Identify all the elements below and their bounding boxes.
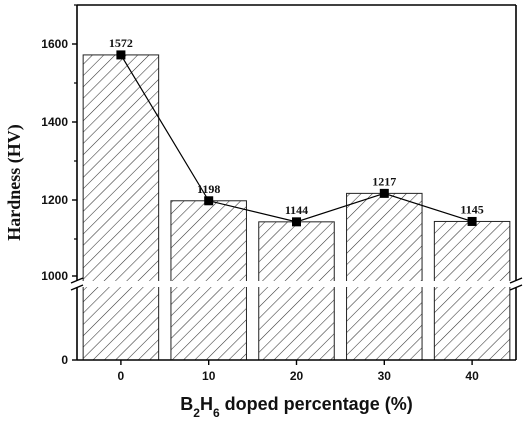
axis-break-gap	[69, 281, 524, 287]
data-point	[379, 188, 389, 198]
x-tick-label: 0	[118, 369, 125, 383]
data-point	[204, 196, 214, 206]
bar-0	[82, 54, 160, 361]
y-tick-label: 1600	[41, 37, 68, 51]
x-axis-title: B2H6 doped percentage (%)	[180, 394, 412, 420]
data-label: 1145	[460, 202, 483, 216]
bar-20	[258, 221, 335, 361]
data-label: 1144	[285, 203, 308, 217]
data-label: 1572	[109, 36, 133, 50]
y-tick-label: 1200	[41, 193, 68, 207]
y-tick-label: 0	[61, 353, 68, 367]
x-tick-label: 10	[202, 369, 216, 383]
data-label: 1217	[372, 174, 396, 188]
bar-40	[433, 220, 511, 361]
data-point	[292, 217, 301, 227]
x-tick-label: 30	[378, 369, 392, 383]
data-point	[116, 50, 126, 60]
x-tick-label: 40	[465, 369, 479, 383]
bar-30	[346, 192, 423, 361]
x-tick-label: 20	[290, 369, 304, 383]
bar-10	[170, 200, 247, 361]
y-axis-title: Hardness (HV)	[4, 124, 25, 241]
data-point	[467, 216, 477, 226]
y-tick-label: 1400	[41, 115, 68, 129]
y-tick-label: 1000	[41, 269, 68, 283]
data-label: 1198	[197, 182, 220, 196]
